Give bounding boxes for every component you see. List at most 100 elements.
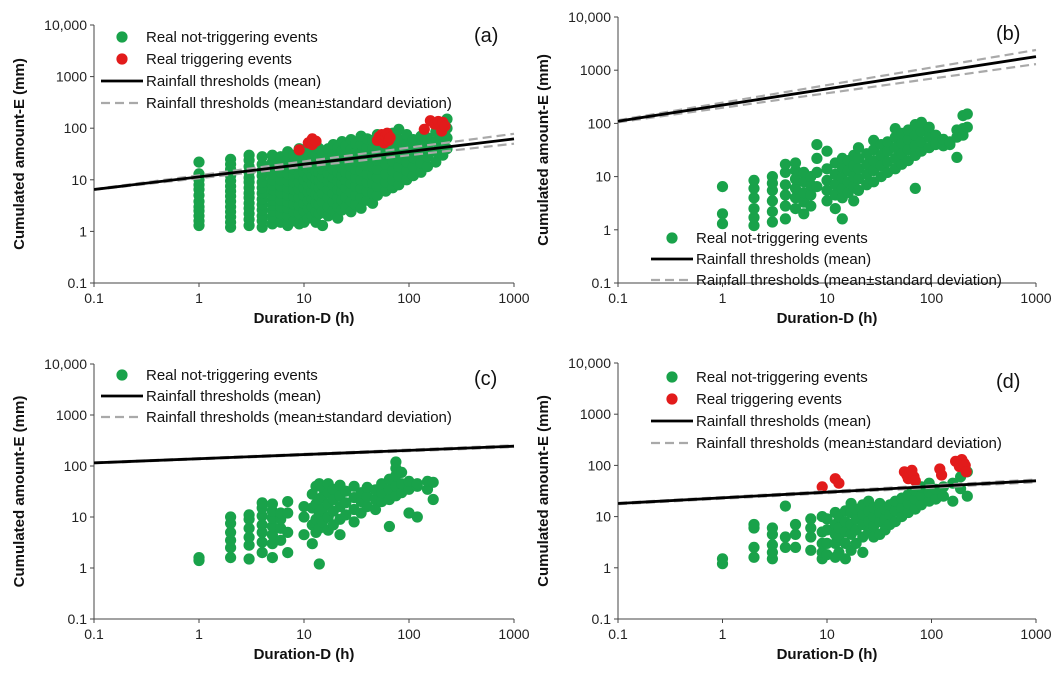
- y-tick-label: 1000: [580, 406, 611, 422]
- x-axis-label: Duration-D (h): [777, 646, 878, 663]
- threshold-mean-line: [93, 137, 515, 191]
- not-triggering-point: [805, 189, 817, 201]
- y-tick-label: 10: [71, 509, 87, 525]
- triggering-point: [439, 120, 451, 132]
- not-triggering-point: [766, 522, 779, 534]
- not-triggering-point: [821, 184, 833, 196]
- not-triggering-point: [766, 171, 779, 183]
- x-tick-label: 10: [819, 626, 835, 642]
- panel-label: (b): [996, 23, 1020, 45]
- not-triggering-point: [779, 179, 792, 191]
- not-triggering-point: [789, 192, 802, 204]
- not-triggering-point: [779, 189, 792, 201]
- y-tick-label: 10,000: [44, 17, 87, 33]
- not-triggering-point: [748, 203, 760, 215]
- triggering-point: [418, 123, 430, 135]
- not-triggering-point: [766, 216, 779, 228]
- not-triggering-point: [243, 553, 255, 565]
- not-triggering-point: [748, 174, 760, 186]
- not-triggering-point: [340, 509, 352, 521]
- not-triggering-point: [256, 510, 268, 522]
- y-tick-label: 1000: [580, 62, 611, 78]
- x-tick-label: 1: [719, 290, 727, 306]
- not-triggering-point: [243, 522, 255, 534]
- not-triggering-point: [371, 180, 383, 192]
- y-axis-label: Cumulated amount-E (mm): [11, 396, 28, 588]
- not-triggering-point: [805, 200, 817, 212]
- not-triggering-point: [427, 476, 439, 488]
- not-triggering-point: [848, 195, 860, 207]
- legend: Real not-triggering events Rainfall thres…: [651, 230, 1002, 289]
- x-tick-label: 10: [819, 290, 835, 306]
- legend-label: Real not-triggering events: [146, 367, 318, 384]
- threshold-mean-line: [93, 444, 515, 465]
- legend-marker-triggering: [666, 393, 678, 405]
- y-tick-label: 100: [588, 457, 612, 473]
- not-triggering-point: [275, 534, 287, 546]
- not-triggering-point: [266, 498, 278, 510]
- not-triggering-point: [256, 536, 268, 548]
- not-triggering-point: [266, 529, 278, 541]
- not-triggering-point: [193, 156, 205, 168]
- triggering-point: [384, 131, 396, 144]
- x-tick-label: 100: [920, 626, 944, 642]
- y-tick-label: 10,000: [568, 355, 611, 371]
- x-tick-label: 100: [397, 626, 421, 642]
- x-tick-label: 1: [719, 626, 727, 642]
- x-tick-label: 10: [296, 290, 312, 306]
- not-triggering-point: [256, 519, 268, 531]
- not-triggering-point: [811, 166, 823, 178]
- panel-label: (c): [474, 368, 497, 390]
- legend-label: Real not-triggering events: [696, 230, 868, 247]
- x-tick-label: 100: [920, 290, 944, 306]
- not-triggering-point: [748, 182, 760, 194]
- not-triggering-point: [256, 151, 268, 163]
- not-triggering-point: [748, 541, 760, 554]
- triggering-point: [310, 135, 322, 147]
- not-triggering-point: [371, 163, 383, 175]
- y-tick-label: 10,000: [44, 356, 87, 372]
- triggering-point: [909, 475, 921, 487]
- not-triggering-point: [779, 500, 792, 512]
- not-triggering-point: [805, 531, 817, 543]
- not-triggering-point: [243, 149, 255, 161]
- legend-label: Real triggering events: [696, 391, 842, 408]
- not-triggering-point: [839, 553, 852, 565]
- not-triggering-point: [390, 456, 402, 468]
- legend-label: Rainfall thresholds (mean±standard devia…: [146, 95, 452, 112]
- legend-label: Rainfall thresholds (mean±standard devia…: [146, 409, 452, 426]
- y-axis-label: Cumulated amount-E (mm): [535, 54, 552, 246]
- not-triggering-point: [836, 213, 848, 225]
- not-triggering-point: [748, 518, 760, 531]
- not-triggering-point: [716, 553, 729, 565]
- x-tick-label: 10: [296, 626, 312, 642]
- not-triggering-point: [348, 516, 360, 528]
- legend-marker-not_triggering: [666, 232, 678, 244]
- legend-label: Rainfall thresholds (mean): [696, 251, 871, 268]
- legend-label: Rainfall thresholds (mean±standard devia…: [696, 272, 1002, 289]
- threshold-mean-line: [617, 55, 1037, 123]
- not-triggering-point: [961, 121, 973, 133]
- triggering-point: [936, 469, 948, 481]
- not-triggering-point: [243, 509, 255, 521]
- not-triggering-point: [766, 206, 779, 218]
- not-triggering-point: [316, 219, 329, 232]
- triggering-point: [833, 477, 845, 489]
- not-triggering-point: [225, 534, 237, 546]
- not-triggering-point: [243, 539, 255, 551]
- not-triggering-point: [805, 544, 817, 556]
- not-triggering-point: [947, 495, 959, 507]
- not-triggering-point: [923, 121, 935, 133]
- y-tick-label: 10: [595, 169, 611, 185]
- series-triggering: [293, 115, 451, 156]
- x-tick-label: 1000: [1020, 290, 1051, 306]
- y-tick-label: 1: [603, 560, 611, 576]
- not-triggering-point: [779, 213, 792, 225]
- y-tick-label: 10: [71, 172, 87, 188]
- not-triggering-point: [225, 153, 237, 165]
- x-tick-label: 0.1: [84, 290, 104, 306]
- triggering-point: [293, 144, 305, 156]
- y-tick-label: 1: [79, 223, 87, 239]
- not-triggering-point: [766, 539, 779, 551]
- not-triggering-point: [805, 513, 817, 525]
